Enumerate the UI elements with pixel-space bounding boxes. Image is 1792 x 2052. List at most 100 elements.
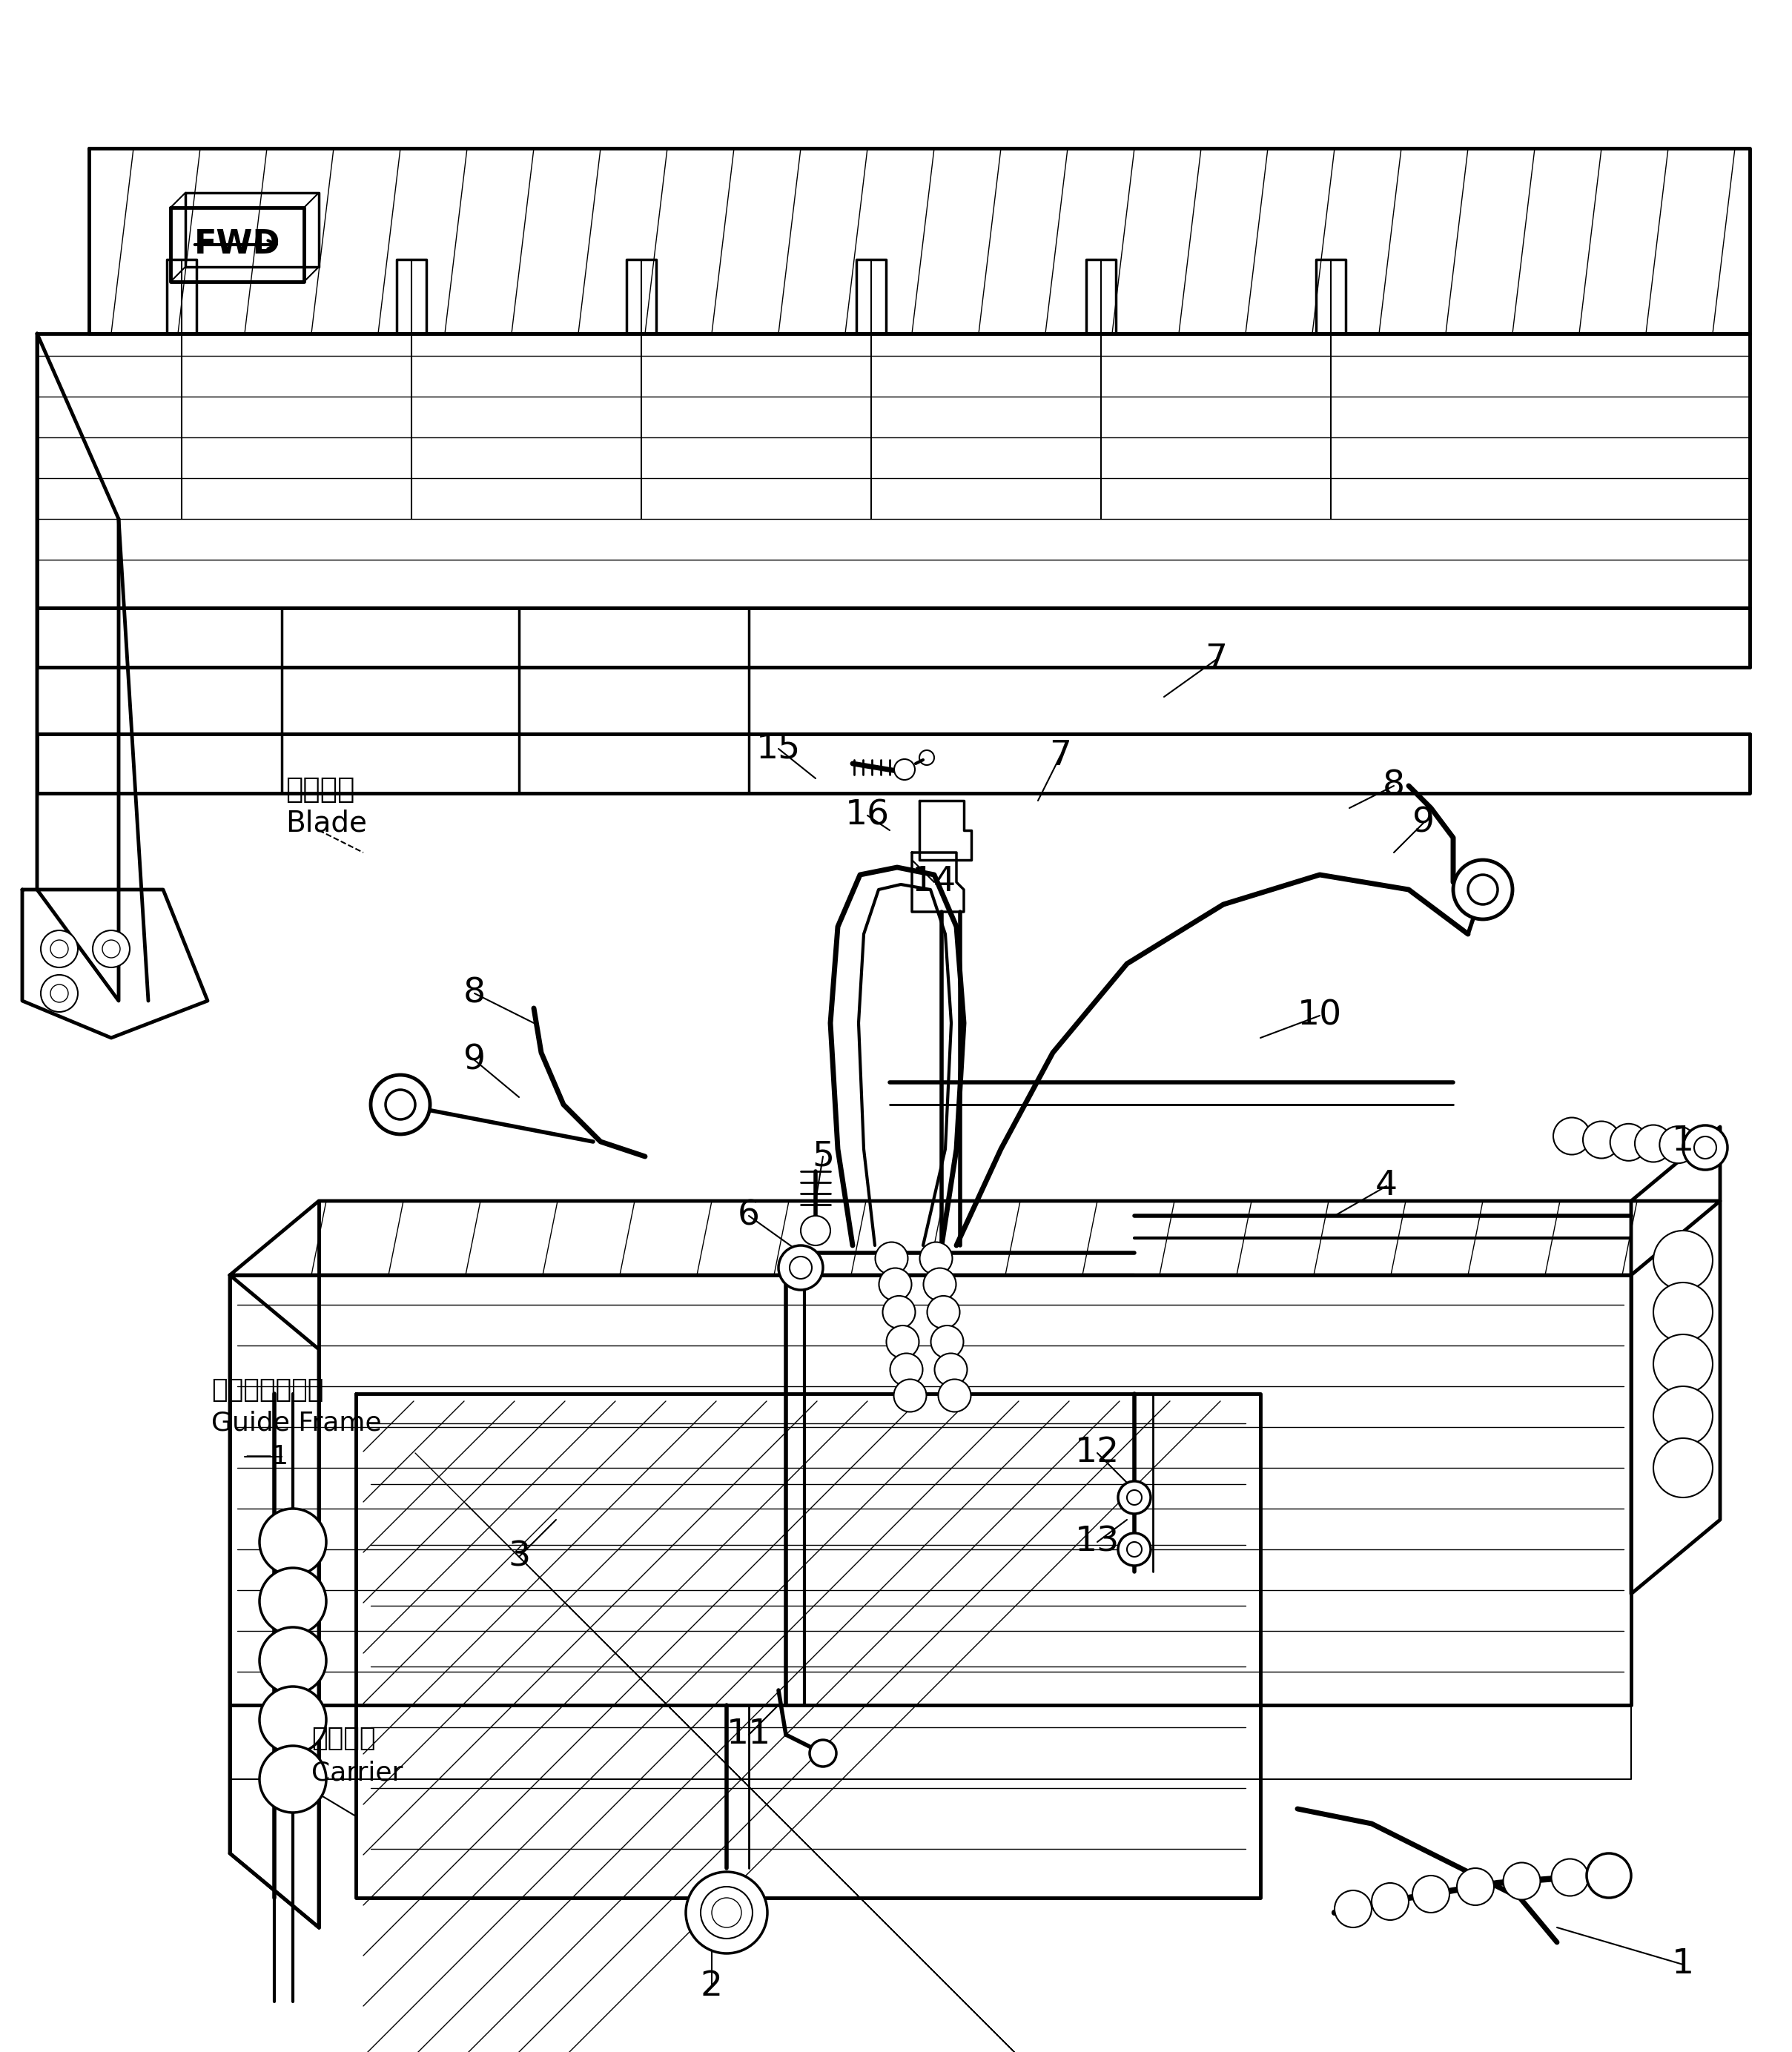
Text: 13: 13 [1075,1525,1120,1560]
Circle shape [1654,1334,1713,1393]
Text: 5: 5 [812,1139,833,1174]
Text: Guide Frame: Guide Frame [211,1412,382,1436]
Circle shape [1654,1231,1713,1291]
Text: 12: 12 [1075,1436,1120,1469]
Text: ガイドフレーム: ガイドフレーム [211,1377,324,1404]
Polygon shape [170,207,305,281]
Circle shape [1503,1863,1541,1900]
Circle shape [810,1740,837,1767]
Text: 3: 3 [507,1541,530,1574]
Text: ブレード: ブレード [285,776,355,804]
Circle shape [1554,1118,1590,1155]
Polygon shape [627,259,656,334]
Polygon shape [167,259,197,334]
Circle shape [1654,1282,1713,1342]
Text: 7: 7 [1204,642,1228,677]
Circle shape [1683,1124,1727,1170]
Text: 7: 7 [1048,739,1072,774]
Circle shape [260,1746,326,1812]
Polygon shape [185,193,319,267]
Polygon shape [912,852,964,911]
Circle shape [1118,1533,1150,1566]
Circle shape [1659,1127,1697,1163]
Circle shape [1412,1876,1450,1912]
Circle shape [260,1627,326,1695]
Text: FWD: FWD [194,228,280,261]
Text: 9: 9 [464,1042,486,1077]
Circle shape [93,930,129,966]
Circle shape [1654,1438,1713,1498]
Text: Carrier: Carrier [312,1761,403,1785]
Polygon shape [396,259,426,334]
Text: 14: 14 [912,866,957,899]
Circle shape [260,1508,326,1576]
Circle shape [1468,874,1498,905]
Circle shape [1654,1387,1713,1445]
Text: 6: 6 [738,1198,760,1233]
Circle shape [935,1354,968,1385]
Circle shape [686,1871,767,1954]
Polygon shape [857,259,885,334]
Polygon shape [38,334,1749,607]
Circle shape [1457,1867,1495,1904]
Circle shape [1693,1137,1717,1159]
Circle shape [711,1898,742,1927]
Text: 11: 11 [726,1718,771,1752]
Text: 16: 16 [846,798,891,833]
Circle shape [385,1090,416,1120]
Polygon shape [919,800,971,860]
Circle shape [887,1326,919,1358]
Circle shape [1586,1853,1631,1898]
Circle shape [50,985,68,1001]
Text: 1: 1 [1672,1947,1693,1980]
Polygon shape [38,334,118,1001]
Circle shape [1552,1859,1588,1896]
Text: 4: 4 [1374,1170,1398,1202]
Circle shape [878,1268,912,1301]
Polygon shape [1086,259,1116,334]
Circle shape [1371,1884,1409,1921]
Circle shape [1582,1120,1620,1157]
Polygon shape [22,891,208,1038]
Circle shape [930,1326,964,1358]
Text: キャリヤ: キャリヤ [312,1726,376,1750]
Polygon shape [1631,1127,1720,1594]
Polygon shape [229,1200,1720,1274]
Circle shape [883,1297,916,1328]
Polygon shape [229,1274,319,1927]
Polygon shape [38,607,1749,667]
Circle shape [1118,1482,1150,1514]
Text: Blade: Blade [285,808,367,837]
Polygon shape [90,148,1749,334]
Circle shape [50,940,68,958]
Circle shape [371,1075,430,1135]
Circle shape [701,1886,753,1939]
Text: 1: 1 [1672,1124,1693,1157]
Circle shape [1453,860,1512,919]
Circle shape [874,1241,909,1274]
Circle shape [894,1379,926,1412]
Circle shape [260,1687,326,1752]
Circle shape [926,1297,961,1328]
Circle shape [1335,1890,1371,1927]
Circle shape [41,930,77,966]
Circle shape [891,1354,923,1385]
Circle shape [919,1241,952,1274]
Polygon shape [357,1393,1260,1898]
Circle shape [939,1379,971,1412]
Text: 8: 8 [464,977,486,1010]
Circle shape [894,759,916,780]
Circle shape [778,1246,823,1291]
Text: 9: 9 [1412,806,1435,839]
Circle shape [923,1268,957,1301]
Circle shape [41,975,77,1012]
Text: —1: —1 [246,1445,289,1469]
Circle shape [790,1256,812,1278]
Text: 8: 8 [1383,770,1405,802]
Circle shape [801,1215,830,1246]
Circle shape [102,940,120,958]
Text: 2: 2 [701,1970,722,2003]
Polygon shape [229,1274,1631,1705]
Circle shape [260,1568,326,1635]
Circle shape [1609,1124,1647,1161]
